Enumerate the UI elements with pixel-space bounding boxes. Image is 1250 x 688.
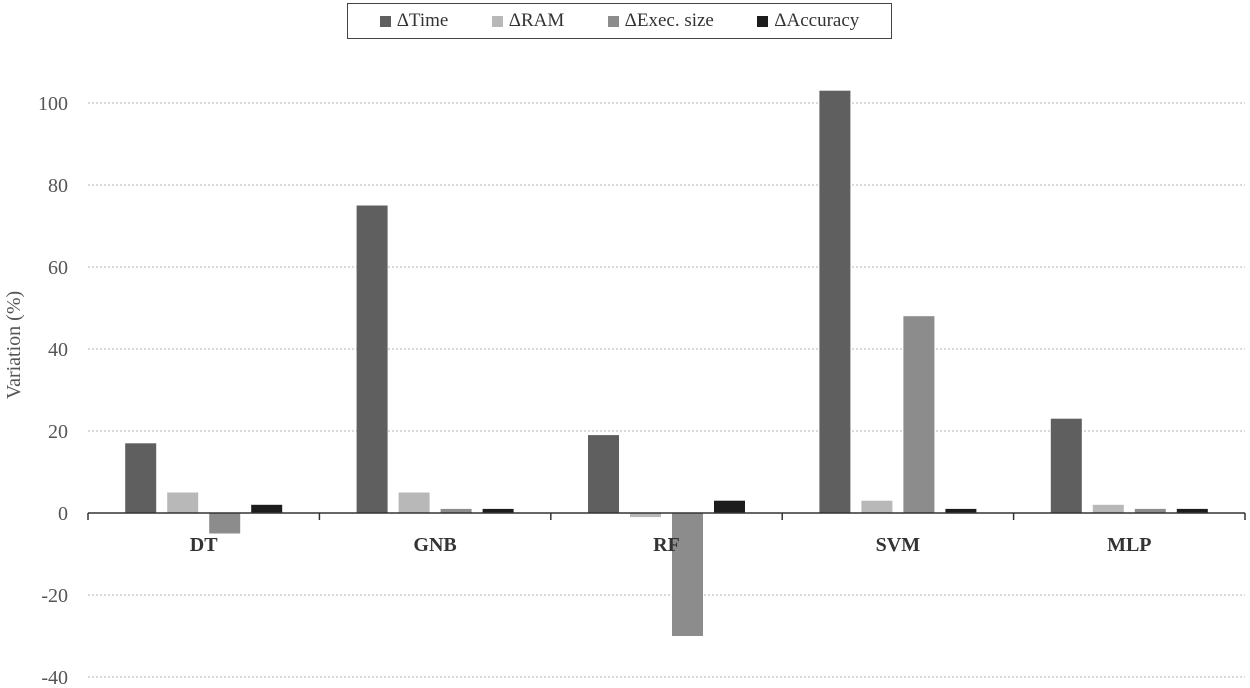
legend-label: ΔExec. size — [624, 10, 714, 31]
bar-mlp-1 — [1092, 504, 1124, 513]
bar-svm-2 — [903, 316, 935, 513]
bar-rf-3 — [714, 500, 745, 513]
legend-item: ΔRAM — [491, 10, 565, 32]
bar-gnb-3 — [482, 508, 514, 513]
bar-mlp-3 — [1176, 508, 1208, 513]
y-tick-label: 20 — [48, 421, 68, 443]
y-axis-label: Variation (%) — [3, 291, 25, 399]
bar-rf-1 — [630, 513, 661, 518]
bar-rf-0 — [588, 435, 619, 513]
x-tick-label: SVM — [876, 534, 921, 556]
y-tick-label: 40 — [48, 339, 68, 361]
x-tick-labels: DT GNB RF SVM MLP — [190, 534, 1152, 556]
y-tick-labels: -40 -20 0 20 40 60 80 100 — [38, 93, 68, 688]
legend-label: ΔTime — [396, 10, 449, 31]
bar-dt-1 — [167, 492, 199, 513]
y-tick-label: 100 — [38, 93, 68, 115]
bar-mlp-2 — [1134, 508, 1166, 513]
bar-gnb-0 — [356, 205, 388, 513]
legend-item: ΔTime — [379, 10, 449, 32]
x-tick-label: MLP — [1107, 534, 1151, 556]
x-axis — [87, 512, 1246, 520]
legend-label: ΔAccuracy — [774, 10, 860, 31]
bar-svm-1 — [861, 500, 893, 513]
grid-lines — [88, 102, 1245, 678]
bar-svm-0 — [819, 90, 851, 513]
bars — [125, 90, 1208, 636]
bar-rf-2 — [672, 513, 703, 636]
bar-gnb-2 — [440, 508, 472, 513]
legend-swatch — [379, 15, 391, 27]
x-tick-label: GNB — [413, 534, 456, 556]
bar-svm-3 — [945, 508, 977, 513]
bar-dt-3 — [251, 504, 283, 513]
legend-label: ΔRAM — [508, 10, 565, 31]
x-tick-label: DT — [190, 534, 218, 556]
y-tick-label: -20 — [41, 585, 68, 607]
legend-swatch — [757, 15, 769, 27]
x-tick-label: RF — [653, 534, 680, 556]
bar-gnb-1 — [398, 492, 430, 513]
bar-dt-0 — [125, 443, 157, 513]
legend-item: ΔExec. size — [607, 10, 714, 32]
y-tick-label: 80 — [48, 175, 68, 197]
legend-swatch — [607, 15, 619, 27]
bar-dt-2 — [209, 513, 241, 534]
legend-item: ΔAccuracy — [757, 10, 859, 32]
y-tick-label: -40 — [41, 667, 68, 688]
legend: ΔTime ΔRAM ΔExec. size ΔAccuracy — [347, 3, 892, 39]
bar-mlp-0 — [1050, 418, 1082, 513]
y-tick-label: 0 — [58, 503, 68, 525]
y-tick-label: 60 — [48, 257, 68, 279]
legend-swatch — [491, 15, 503, 27]
